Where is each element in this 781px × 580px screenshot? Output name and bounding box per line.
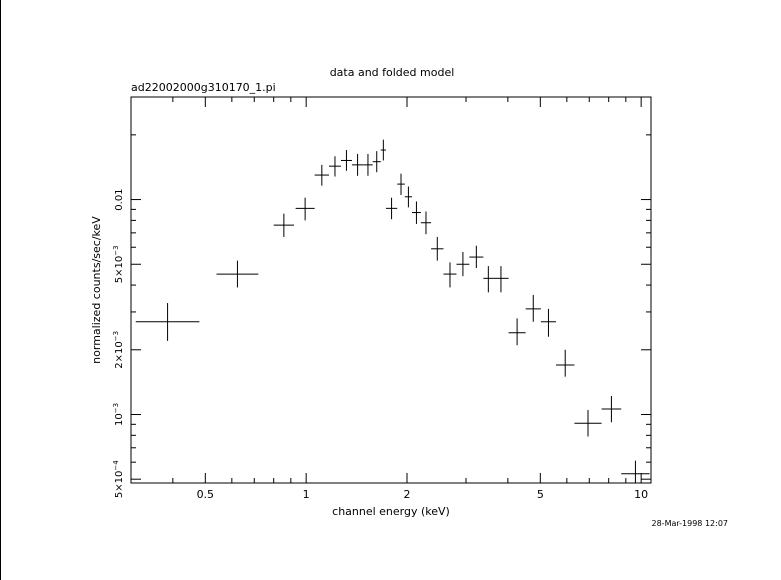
plot-frame xyxy=(130,96,652,484)
data-point xyxy=(525,294,541,322)
x-tick-label: 2 xyxy=(404,488,411,501)
x-tick-label: 5 xyxy=(537,488,544,501)
data-point xyxy=(483,266,494,293)
data-point xyxy=(621,460,650,483)
data-point xyxy=(273,213,295,237)
axis-ticks xyxy=(130,96,651,483)
data-point xyxy=(216,260,259,288)
x-tick-label: 0.5 xyxy=(197,488,215,501)
x-axis-label: channel energy (keV) xyxy=(332,505,450,518)
data-point xyxy=(385,197,398,220)
data-point xyxy=(601,395,622,423)
data-point xyxy=(314,164,330,186)
data-point xyxy=(508,318,526,346)
data-point xyxy=(456,252,470,277)
timestamp: 28-Mar-1998 12:07 xyxy=(652,519,729,528)
data-point xyxy=(420,211,432,235)
chart-subtitle: ad22002000g310170_1.pi xyxy=(131,81,276,94)
data-point xyxy=(363,153,373,176)
data-point xyxy=(431,236,444,261)
data-point xyxy=(404,186,413,208)
window-left-edge xyxy=(0,0,1,580)
data-point xyxy=(412,201,421,224)
data-point xyxy=(380,139,386,161)
y-tick-label: 5×10−3 xyxy=(112,245,125,283)
y-tick-label: 10−3 xyxy=(112,403,125,426)
data-point xyxy=(574,409,602,437)
y-axis-label: normalized counts/sec/keV xyxy=(90,216,103,364)
data-point xyxy=(443,262,457,288)
axis-tick-labels: 0.5 1 2 5 10 5×10−4 10−3 2×10−3 5×10−3 0.01 xyxy=(112,188,648,501)
y-tick-label: 5×10−4 xyxy=(112,460,125,498)
data-point xyxy=(340,150,352,171)
y-tick-label: 2×10−3 xyxy=(112,331,125,369)
data-point xyxy=(540,308,557,337)
data-point xyxy=(397,173,405,195)
data-point xyxy=(556,349,575,377)
data-point xyxy=(295,197,315,221)
x-tick-label: 10 xyxy=(634,488,648,501)
data-point xyxy=(351,153,364,176)
y-tick-label: 0.01 xyxy=(114,188,125,210)
data-point xyxy=(493,266,509,293)
x-tick-label: 1 xyxy=(303,488,310,501)
data-point xyxy=(135,303,200,341)
data-point xyxy=(329,156,341,177)
data-point xyxy=(372,151,381,173)
data-point xyxy=(469,245,484,269)
chart-title: data and folded model xyxy=(330,66,455,79)
data-points xyxy=(135,139,650,483)
